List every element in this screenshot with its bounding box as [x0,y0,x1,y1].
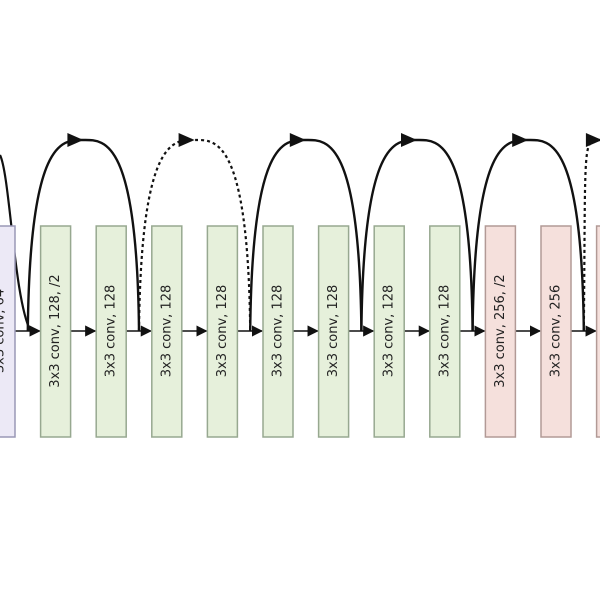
layer-block: 3x3 conv, 128 [262,225,294,438]
layer-block-box [0,225,16,438]
shortcut-arrowhead [67,133,84,147]
layer-block-box [151,225,183,438]
layer-block-box [429,225,461,438]
shortcut-connections [0,133,600,332]
layer-block-label: 3x3 conv, 128 [326,285,341,377]
layer-block-box [39,225,72,438]
layer-block: 3x3 conv, 128, /2 [39,225,72,438]
layer-block: 3x3 conv, 128 [429,225,461,438]
layer-block: 3x3 conv, 256, /2 [484,225,517,438]
layer-block-box [595,225,600,438]
layer-block-box [262,225,294,438]
layer-block-label: 3x3 conv, 256, /2 [493,274,508,387]
shortcut-arrowhead [289,133,306,147]
layer-block: 3x3 conv, 64 [0,225,16,438]
layer-block [595,225,600,438]
layer-block-box [95,225,127,438]
layer-block: 3x3 conv, 128 [206,225,239,438]
layer-block-box [540,225,572,438]
layer-block-label: 3x3 conv, 128 [437,285,452,377]
layer-block-label: 3x3 conv, 128 [382,285,397,377]
layer-block: 3x3 conv, 128 [95,225,127,438]
layer-block: 3x3 conv, 128 [151,225,183,438]
layer-block-label: 3x3 conv, 256 [549,285,564,377]
layer-block-box [206,225,239,438]
layer-block-label: 3x3 conv, 128 [271,285,286,377]
shortcut-arrowhead [178,133,195,147]
layer-block-label: 3x3 conv, 128 [215,285,230,377]
layer-block-label: 3x3 conv, 64 [0,289,8,373]
layer-blocks: 3x3 conv, 64 3x3 conv, 128, /2 3x3 conv, 1… [0,225,600,438]
layer-block: 3x3 conv, 256 [540,225,572,438]
layer-block: 3x3 conv, 128 [373,225,405,438]
shortcut-arrowhead [401,133,417,147]
shortcut-arrowhead [585,133,600,147]
layer-block-box [373,225,405,438]
layer-block: 3x3 conv, 128 [317,225,350,438]
layer-block-label: 3x3 conv, 128, /2 [48,274,63,387]
layer-block-label: 3x3 conv, 128 [159,285,174,377]
layer-block-box [484,225,517,438]
layer-block-label: 3x3 conv, 128 [104,285,119,377]
layer-block-box [317,225,350,438]
shortcut-arrowhead [512,133,529,147]
